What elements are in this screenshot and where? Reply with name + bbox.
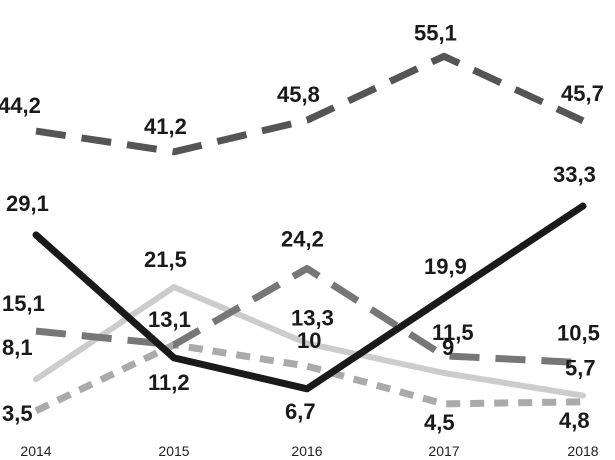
data-labels: 44,2 41,2 45,8 55,1 45,7 29,1 11,2 6,7 19,9 33,3 1… (0, 20, 604, 435)
x-tick-label-2016: 2016 (291, 443, 322, 459)
x-tick-label-2014: 2014 (20, 443, 51, 459)
x-tick-label-2017: 2017 (428, 443, 459, 459)
data-label-s3-2016: 24,2 (281, 227, 324, 252)
data-label-s4-2017: 9 (442, 335, 454, 360)
data-label-s2-2018: 33,3 (553, 162, 596, 187)
data-label-s2-2016: 6,7 (285, 399, 316, 424)
data-label-s3-2014: 15,1 (2, 291, 45, 316)
data-label-s1-2018: 45,7 (561, 81, 604, 106)
x-tick-label-2015: 2015 (158, 443, 189, 459)
series-line-3 (35, 265, 584, 367)
data-label-s2-2015: 11,2 (148, 370, 190, 395)
x-axis-tick-labels: 2014 2015 2016 2017 2018 (20, 443, 598, 459)
data-label-s2-2017: 19,9 (424, 254, 467, 279)
series-lines (32, 52, 587, 414)
series-line-2 (32, 202, 587, 393)
data-label-s3-2018: 10,5 (557, 321, 600, 346)
data-label-s1-2017: 55,1 (414, 20, 457, 45)
data-label-s4-2014: 8,1 (2, 335, 33, 360)
data-label-s1-2014: 44,2 (0, 93, 41, 118)
data-label-s1-2015: 41,2 (144, 114, 187, 139)
data-label-s4-2016: 13,3 (291, 305, 334, 330)
data-label-s5-2017: 4,5 (424, 410, 455, 435)
series-line-5 (34, 341, 584, 414)
data-label-s2-2014: 29,1 (6, 191, 49, 216)
series-line-1 (35, 52, 585, 156)
data-label-s4-2015: 21,5 (144, 247, 187, 272)
data-label-s1-2016: 45,8 (277, 82, 320, 107)
data-label-s3-2017: 11,5 (432, 320, 474, 345)
data-label-s5-2014: 3,5 (2, 401, 33, 426)
data-label-s5-2016: 10 (297, 328, 321, 353)
x-tick-label-2018: 2018 (567, 443, 598, 459)
data-label-s4-2018: 5,7 (565, 356, 596, 381)
data-label-s3-2015: 13,1 (148, 307, 191, 332)
data-label-s5-2018: 4,8 (559, 408, 590, 433)
